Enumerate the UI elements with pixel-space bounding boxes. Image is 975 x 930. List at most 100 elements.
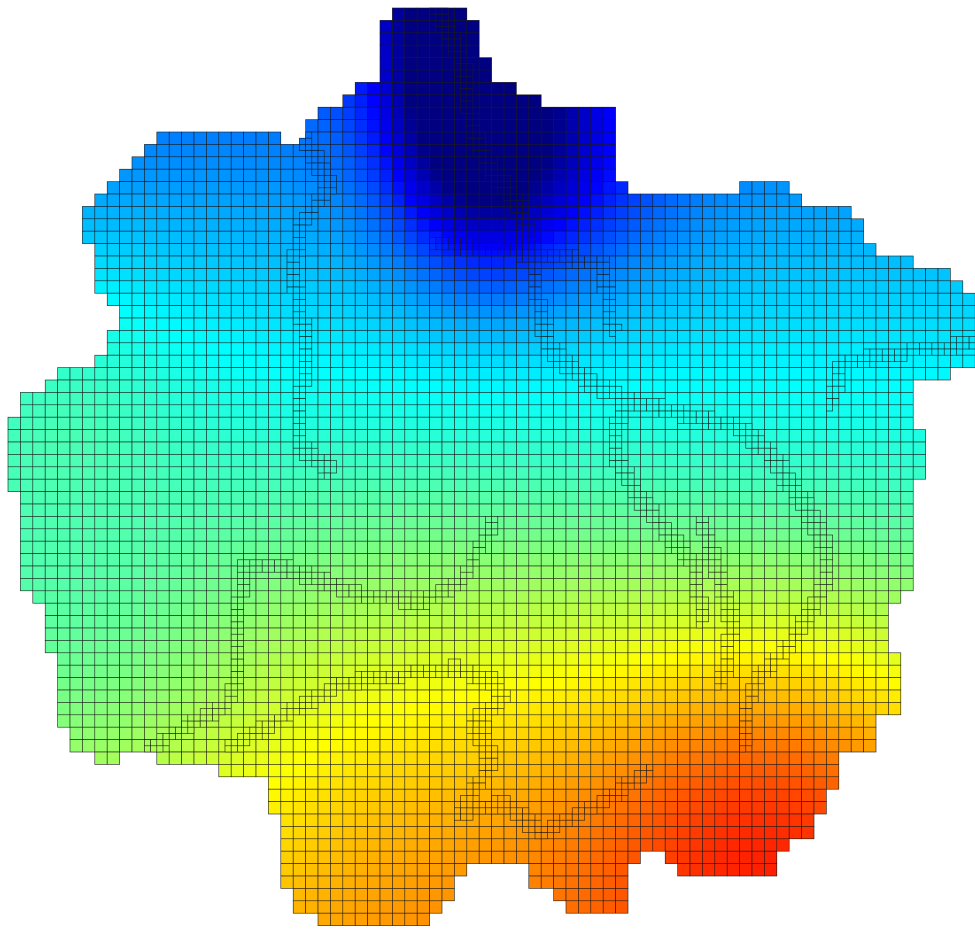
mesh-cell (802, 826, 814, 838)
mesh-cell (864, 368, 876, 380)
mesh-cell (231, 132, 243, 144)
mesh-cell (82, 554, 94, 566)
mesh-cell (529, 851, 541, 863)
mesh-cell (591, 814, 603, 826)
mesh-cell (591, 479, 603, 491)
mesh-cell (132, 368, 144, 380)
mesh-cell (392, 107, 404, 119)
refined-cell (256, 727, 262, 733)
mesh-cell (95, 616, 107, 628)
mesh-cell (219, 504, 231, 516)
refined-cell (684, 554, 690, 560)
mesh-cell (814, 380, 826, 392)
mesh-cell (355, 839, 367, 851)
mesh-cell (144, 430, 156, 442)
mesh-cell (516, 182, 528, 194)
mesh-cell (318, 219, 330, 231)
mesh-cell (516, 727, 528, 739)
refined-cell (231, 640, 237, 646)
mesh-cell (665, 392, 677, 404)
mesh-cell (70, 417, 82, 429)
mesh-cell (206, 256, 218, 268)
mesh-cell (392, 826, 404, 838)
mesh-cell (901, 554, 913, 566)
mesh-cell (926, 330, 938, 342)
mesh-cell (516, 789, 528, 801)
mesh-cell (417, 566, 429, 578)
mesh-cell (182, 231, 194, 243)
mesh-cell (231, 219, 243, 231)
mesh-cell (529, 120, 541, 132)
mesh-cell (405, 578, 417, 590)
mesh-cell (132, 355, 144, 367)
mesh-cell (653, 777, 665, 789)
mesh-cell (678, 504, 690, 516)
mesh-cell (554, 442, 566, 454)
mesh-cell (330, 442, 342, 454)
mesh-cell (442, 764, 454, 776)
mesh-cell (764, 417, 776, 429)
mesh-cell (392, 268, 404, 280)
mesh-cell (417, 368, 429, 380)
mesh-cell (777, 789, 789, 801)
mesh-cell (802, 467, 814, 479)
mesh-cell (144, 306, 156, 318)
mesh-cell (82, 690, 94, 702)
mesh-cell (802, 256, 814, 268)
mesh-cell (591, 566, 603, 578)
mesh-cell (206, 231, 218, 243)
mesh-cell (380, 467, 392, 479)
mesh-cell (541, 182, 553, 194)
mesh-cell (392, 8, 404, 20)
mesh-cell (578, 690, 590, 702)
mesh-cell (442, 293, 454, 305)
mesh-cell (380, 901, 392, 913)
mesh-view (0, 0, 975, 930)
refined-cell (740, 740, 746, 746)
mesh-cell (529, 715, 541, 727)
mesh-cell (330, 876, 342, 888)
mesh-cell (566, 231, 578, 243)
mesh-cell (678, 802, 690, 814)
mesh-cell (702, 665, 714, 677)
mesh-cell (640, 529, 652, 541)
mesh-cell (566, 628, 578, 640)
mesh-cell (405, 82, 417, 94)
mesh-cell (368, 219, 380, 231)
mesh-cell (492, 566, 504, 578)
mesh-cell (318, 417, 330, 429)
mesh-cell (281, 417, 293, 429)
mesh-cell (157, 268, 169, 280)
mesh-cell (566, 715, 578, 727)
mesh-cell (777, 764, 789, 776)
mesh-cell (244, 244, 256, 256)
mesh-cell (330, 430, 342, 442)
mesh-cell (157, 244, 169, 256)
refined-cell (461, 808, 467, 814)
refined-cell (405, 671, 411, 677)
mesh-cell (318, 839, 330, 851)
refined-cell (237, 628, 243, 634)
mesh-cell (690, 442, 702, 454)
mesh-cell (417, 343, 429, 355)
mesh-cell (554, 293, 566, 305)
mesh-cell (194, 516, 206, 528)
mesh-cell (405, 206, 417, 218)
mesh-cell (640, 616, 652, 628)
mesh-cell (194, 355, 206, 367)
refined-cell (901, 355, 907, 361)
mesh-cell (492, 442, 504, 454)
mesh-cell (665, 281, 677, 293)
mesh-cell (802, 293, 814, 305)
mesh-cell (839, 256, 851, 268)
mesh-cell (616, 901, 628, 913)
mesh-cell (814, 244, 826, 256)
mesh-cell (591, 194, 603, 206)
mesh-cell (864, 454, 876, 466)
refined-cell (275, 560, 281, 566)
refined-cell (882, 349, 888, 355)
refined-cell (814, 541, 820, 547)
refined-cell (231, 647, 237, 653)
mesh-cell (380, 566, 392, 578)
mesh-cell (392, 256, 404, 268)
